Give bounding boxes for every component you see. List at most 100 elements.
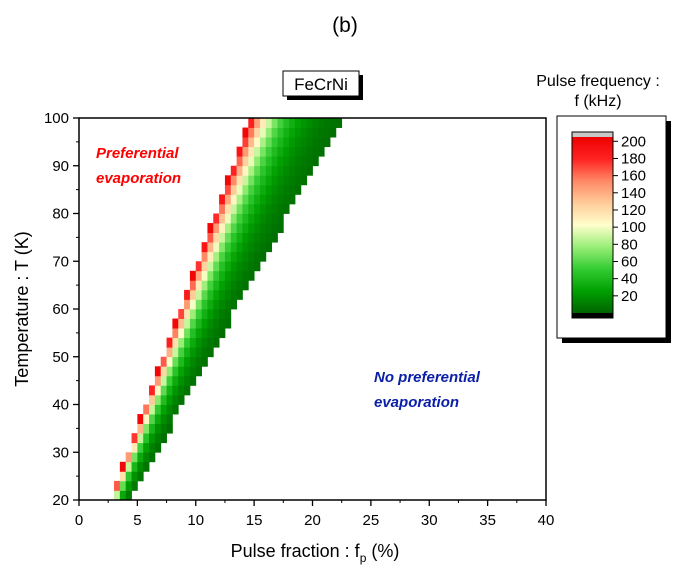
heatmap-cell — [242, 184, 249, 195]
heatmap-cell — [265, 156, 273, 167]
heatmap-cell — [294, 137, 302, 148]
heatmap-cell — [149, 394, 156, 405]
x-tick-label: 5 — [133, 512, 141, 529]
heatmap-cell — [207, 223, 214, 233]
heatmap-cell — [119, 461, 127, 472]
heatmap-cell — [201, 270, 208, 281]
annotation-no-preferential-line1: No preferential — [374, 369, 481, 386]
heatmap-cell — [259, 175, 267, 186]
heatmap-cell — [271, 175, 278, 186]
heatmap-cell — [236, 165, 243, 176]
heatmap-cell — [265, 165, 273, 176]
heatmap-cell — [131, 452, 138, 463]
heatmap-cell — [330, 127, 337, 138]
colorbar-under — [572, 313, 613, 318]
heatmap-cell — [137, 471, 144, 482]
heatmap-cell — [195, 261, 202, 272]
heatmap-cell — [219, 213, 226, 224]
colorbar-tick-label: 120 — [621, 202, 646, 219]
heatmap-cell — [277, 137, 284, 148]
heatmap-cell — [172, 366, 179, 377]
heatmap-cell — [195, 356, 202, 367]
heatmap-cell — [160, 433, 167, 444]
heatmap-cell — [213, 280, 220, 291]
heatmap-cell — [213, 261, 220, 272]
heatmap-cell — [160, 366, 167, 377]
heatmap-cell — [137, 442, 144, 453]
y-tick-label: 100 — [44, 110, 69, 127]
heatmap-cell — [259, 165, 267, 176]
heatmap-cell — [178, 309, 185, 319]
heatmap-cell — [143, 442, 150, 453]
annotation-no-preferential: No preferential evaporation — [374, 369, 481, 411]
heatmap-cell — [289, 175, 296, 186]
heatmap-cell — [143, 414, 150, 424]
heatmap-cell — [236, 280, 243, 291]
heatmap-cell — [265, 127, 273, 138]
heatmap-cell — [254, 156, 261, 167]
x-tick-label: 40 — [538, 512, 555, 529]
heatmap-cell — [230, 289, 238, 300]
heatmap-cell — [219, 194, 226, 205]
heatmap-cell — [236, 203, 243, 214]
heatmap-cell — [213, 232, 220, 243]
heatmap-cell — [294, 165, 302, 176]
heatmap-cell — [254, 184, 261, 195]
heatmap-cell — [248, 156, 255, 167]
heatmap-cell — [271, 232, 278, 243]
heatmap-cell — [242, 280, 249, 291]
heatmap-cell — [259, 184, 267, 195]
heatmap-cell — [248, 146, 255, 157]
heatmap-cell — [201, 251, 208, 262]
heatmap-cell — [224, 232, 232, 243]
heatmap-cell — [312, 156, 319, 167]
heatmap-cell — [283, 137, 290, 148]
x-tick-label: 10 — [187, 512, 204, 529]
y-axis: 20 30 40 50 60 70 80 90 100 — [44, 110, 79, 509]
annotation-preferential: Preferential evaporation — [96, 145, 181, 187]
heatmap-cell — [242, 175, 249, 186]
x-tick-label: 30 — [421, 512, 438, 529]
heatmap-cell — [306, 156, 313, 167]
heatmap-cell — [119, 471, 127, 482]
heatmap-cell — [248, 251, 255, 262]
heatmap-cell — [242, 223, 249, 233]
heatmap-cell — [259, 223, 267, 233]
heatmap-cell — [219, 270, 226, 281]
heatmap-cell — [248, 184, 255, 195]
heatmap-cell — [271, 137, 278, 148]
heatmap-cell — [259, 194, 267, 205]
heatmap-cell — [137, 423, 144, 434]
heatmap-cell — [254, 118, 261, 128]
heatmap-cell — [300, 137, 308, 148]
heatmap-cell — [289, 184, 296, 195]
heatmap-cell — [154, 394, 162, 405]
heatmap-cell — [125, 471, 132, 482]
heatmap-cell — [166, 414, 173, 424]
heatmap-cell — [219, 328, 226, 339]
heatmap-cell — [125, 452, 132, 463]
heatmap-cell — [125, 461, 132, 472]
heatmap-cell — [248, 194, 255, 205]
heatmap-cell — [160, 356, 167, 367]
heatmap-cell — [271, 203, 278, 214]
heatmap-cell — [230, 299, 238, 310]
heatmap-cell — [160, 404, 167, 415]
heatmap-cell — [178, 366, 185, 377]
heatmap-cell — [254, 165, 261, 176]
heatmap-cell — [277, 213, 284, 224]
heatmap-cell — [213, 337, 220, 348]
heatmap-cell — [213, 289, 220, 300]
heatmap-cell — [224, 289, 232, 300]
heatmap-cell — [254, 146, 261, 157]
x-axis-label: Pulse fraction : fp (%) — [231, 541, 400, 565]
colorbar: Pulse frequency : f (kHz) 20406080100120… — [536, 73, 671, 343]
heatmap-cell — [259, 118, 267, 128]
heatmap-cell — [294, 146, 302, 157]
heatmap-cell — [166, 347, 173, 358]
heatmap-cell — [201, 318, 208, 329]
heatmap-cell — [219, 299, 226, 310]
heatmap-cell — [306, 137, 313, 148]
heatmap-cell — [236, 184, 243, 195]
heatmap-cell — [224, 270, 232, 281]
